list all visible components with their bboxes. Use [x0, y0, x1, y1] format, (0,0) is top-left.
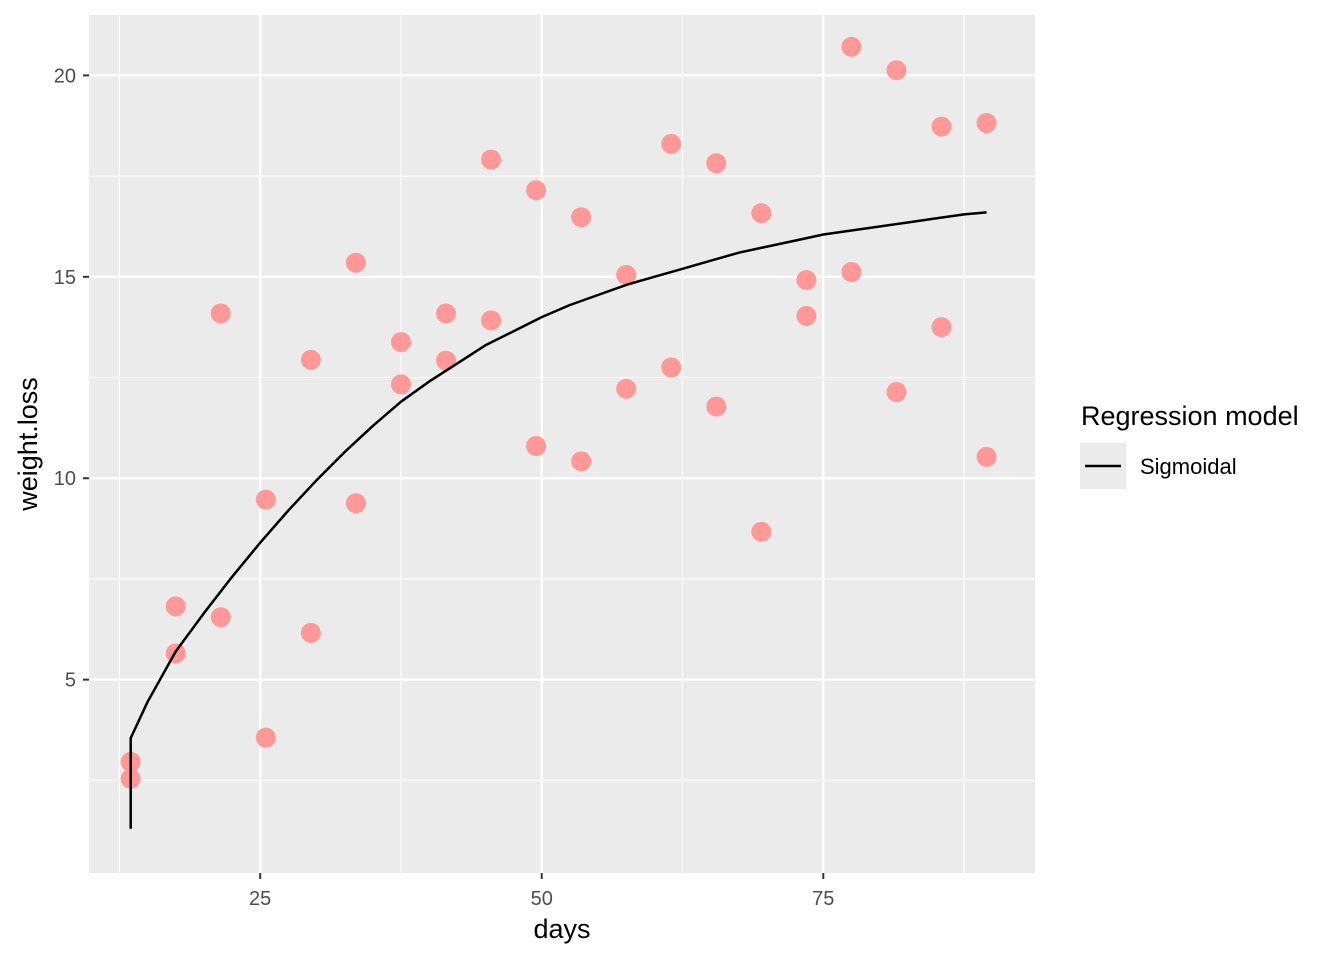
data-point [886, 60, 907, 81]
data-point [571, 451, 592, 472]
data-point [751, 203, 772, 224]
data-point [751, 521, 772, 542]
data-point [436, 350, 457, 371]
legend-label-sigmoidal: Sigmoidal [1140, 454, 1237, 479]
grid-minor [89, 15, 1035, 873]
y-tick-label: 10 [54, 468, 76, 490]
series-line-sigmoidal [129, 211, 987, 829]
x-tick-label: 75 [812, 888, 834, 910]
data-point [841, 261, 862, 282]
data-point [526, 436, 547, 457]
data-point [616, 264, 637, 285]
y-tick-label: 5 [65, 670, 76, 692]
x-axis-ticks: 25 50 75 [249, 873, 834, 910]
data-point [390, 374, 411, 395]
data-point [345, 252, 366, 273]
data-point [345, 493, 366, 514]
data-point [390, 332, 411, 353]
x-axis-title: days [533, 914, 590, 944]
x-tick-label: 25 [249, 888, 271, 910]
plot-panel [89, 15, 1035, 873]
data-point [481, 149, 502, 170]
points-layer [120, 36, 997, 789]
data-point [481, 310, 502, 331]
data-point [210, 607, 231, 628]
data-point [300, 622, 321, 643]
data-point [300, 349, 321, 370]
data-point [796, 270, 817, 291]
data-point [976, 446, 997, 467]
legend-title: Regression model [1081, 401, 1299, 431]
data-point [976, 112, 997, 133]
data-point [706, 396, 727, 417]
data-point [841, 36, 862, 57]
data-point [661, 133, 682, 154]
curve-layer [129, 211, 987, 829]
data-point [255, 489, 276, 510]
x-tick-label: 50 [531, 888, 553, 910]
data-point [796, 305, 817, 326]
grid-major [89, 15, 1035, 873]
y-axis-title: weight.loss [13, 377, 43, 512]
data-point [255, 727, 276, 748]
data-point [931, 116, 952, 137]
data-point [931, 317, 952, 338]
y-tick-label: 15 [54, 267, 76, 289]
data-point [571, 207, 592, 228]
y-axis-ticks: 5 10 15 20 [54, 65, 89, 692]
data-point [616, 378, 637, 399]
data-point [436, 303, 457, 324]
data-point [526, 180, 547, 201]
data-point [210, 303, 231, 324]
data-point [165, 596, 186, 617]
legend: Regression model Sigmoidal [1080, 401, 1299, 489]
y-tick-label: 20 [54, 65, 76, 87]
data-point [661, 357, 682, 378]
data-point [706, 153, 727, 174]
data-point [886, 382, 907, 403]
